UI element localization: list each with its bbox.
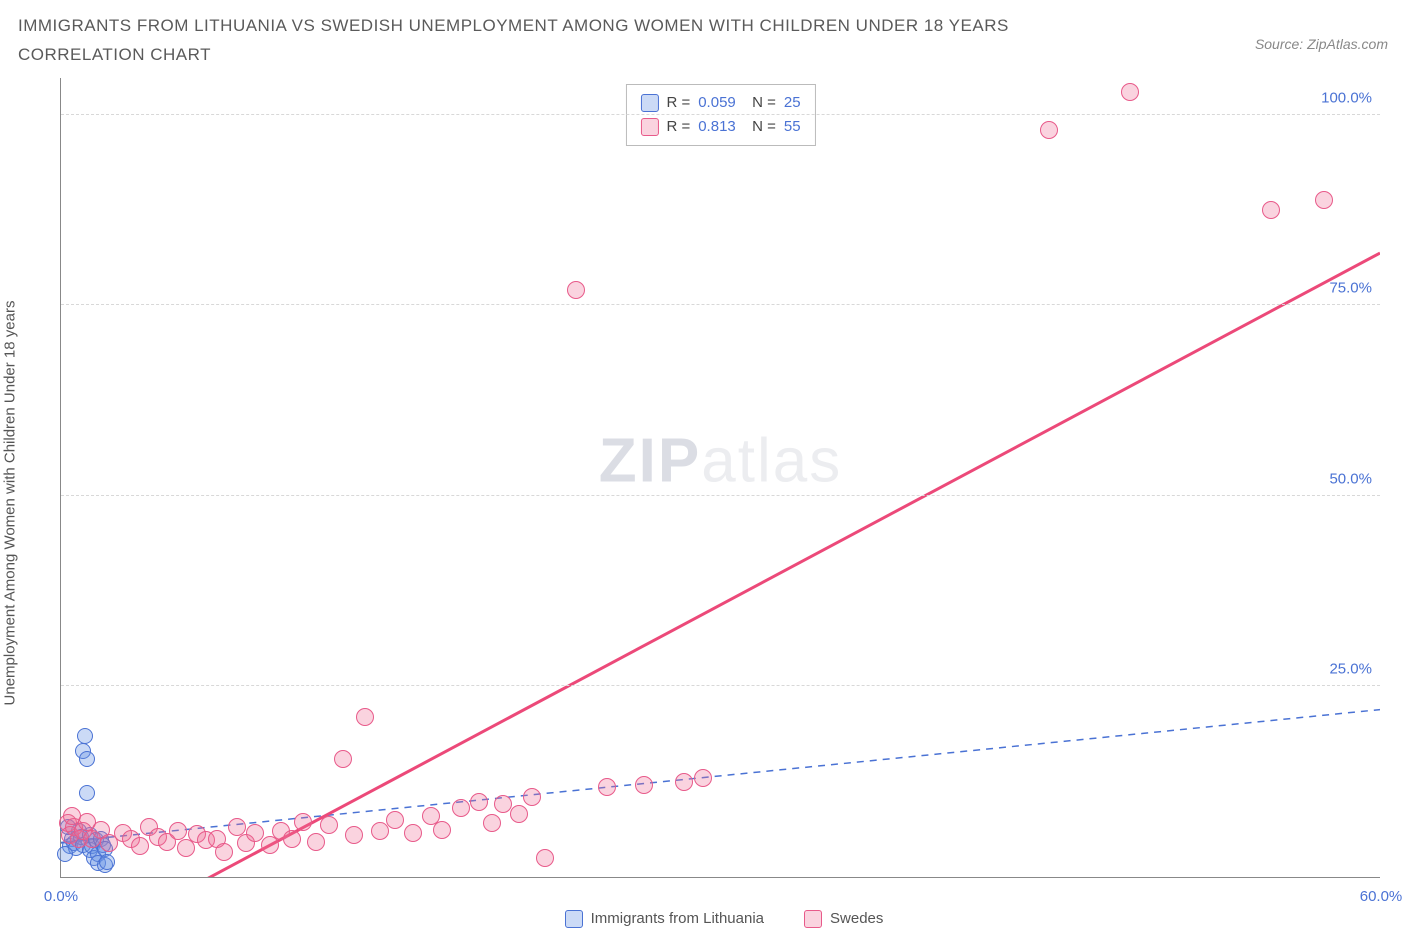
data-point-swedes	[320, 816, 338, 834]
data-point-swedes	[523, 788, 541, 806]
data-point-swedes	[356, 708, 374, 726]
data-point-lithuania	[79, 785, 95, 801]
legend-row: R = 0.813 N = 55	[640, 115, 800, 139]
data-point-swedes	[307, 833, 325, 851]
data-point-swedes	[635, 776, 653, 794]
data-point-swedes	[215, 843, 233, 861]
y-tick-label: 75.0%	[1329, 280, 1372, 297]
legend-swatch	[804, 910, 822, 928]
y-tick-label: 50.0%	[1329, 470, 1372, 487]
data-point-lithuania	[99, 854, 115, 870]
legend-r-label: R =	[666, 115, 690, 139]
x-tick-label: 60.0%	[1360, 888, 1403, 905]
gridline	[61, 114, 1380, 115]
data-point-swedes	[283, 830, 301, 848]
legend-swatch	[640, 94, 658, 112]
legend-swatch	[640, 118, 658, 136]
legend-label: Immigrants from Lithuania	[591, 910, 764, 927]
data-point-swedes	[404, 824, 422, 842]
legend-n-label: N =	[744, 115, 776, 139]
legend-r-value: 0.813	[698, 115, 736, 139]
data-point-swedes	[536, 849, 554, 867]
data-point-swedes	[371, 822, 389, 840]
data-point-lithuania	[79, 751, 95, 767]
legend-item: Swedes	[804, 910, 883, 928]
legend-r-value: 0.059	[698, 91, 736, 115]
data-point-swedes	[483, 814, 501, 832]
y-axis-title: Unemployment Among Women with Children U…	[2, 300, 19, 705]
chart-area: Unemployment Among Women with Children U…	[18, 78, 1388, 928]
legend-r-label: R =	[666, 91, 690, 115]
legend-n-value: 25	[784, 91, 801, 115]
data-point-swedes	[567, 281, 585, 299]
data-point-swedes	[452, 799, 470, 817]
data-point-swedes	[294, 813, 312, 831]
legend-item: Immigrants from Lithuania	[565, 910, 764, 928]
data-point-swedes	[386, 811, 404, 829]
watermark: ZIPatlas	[599, 426, 842, 497]
gridline	[61, 304, 1380, 305]
trend-lines	[61, 78, 1380, 877]
legend-n-value: 55	[784, 115, 801, 139]
data-point-swedes	[694, 769, 712, 787]
legend-swatch	[565, 910, 583, 928]
legend-label: Swedes	[830, 910, 883, 927]
data-point-swedes	[246, 824, 264, 842]
data-point-swedes	[169, 822, 187, 840]
data-point-swedes	[433, 821, 451, 839]
y-tick-label: 100.0%	[1321, 89, 1372, 106]
gridline	[61, 685, 1380, 686]
scatter-plot: ZIPatlas R = 0.059 N = 25 R = 0.813 N = 55 25…	[60, 78, 1380, 878]
data-point-lithuania	[77, 728, 93, 744]
data-point-swedes	[1262, 201, 1280, 219]
data-point-swedes	[131, 837, 149, 855]
chart-title: IMMIGRANTS FROM LITHUANIA VS SWEDISH UNE…	[18, 12, 1118, 70]
data-point-swedes	[1040, 121, 1058, 139]
gridline	[61, 495, 1380, 496]
series-legend: Immigrants from Lithuania Swedes	[60, 910, 1388, 928]
data-point-swedes	[510, 805, 528, 823]
x-tick-label: 0.0%	[44, 888, 78, 905]
data-point-swedes	[470, 793, 488, 811]
data-point-swedes	[598, 778, 616, 796]
data-point-swedes	[1315, 191, 1333, 209]
y-tick-label: 25.0%	[1329, 661, 1372, 678]
legend-n-label: N =	[744, 91, 776, 115]
data-point-swedes	[78, 813, 96, 831]
data-point-lithuania	[57, 846, 73, 862]
data-point-swedes	[345, 826, 363, 844]
data-point-swedes	[675, 773, 693, 791]
source-attribution: Source: ZipAtlas.com	[1255, 36, 1388, 52]
data-point-swedes	[1121, 83, 1139, 101]
legend-row: R = 0.059 N = 25	[640, 91, 800, 115]
data-point-swedes	[334, 750, 352, 768]
